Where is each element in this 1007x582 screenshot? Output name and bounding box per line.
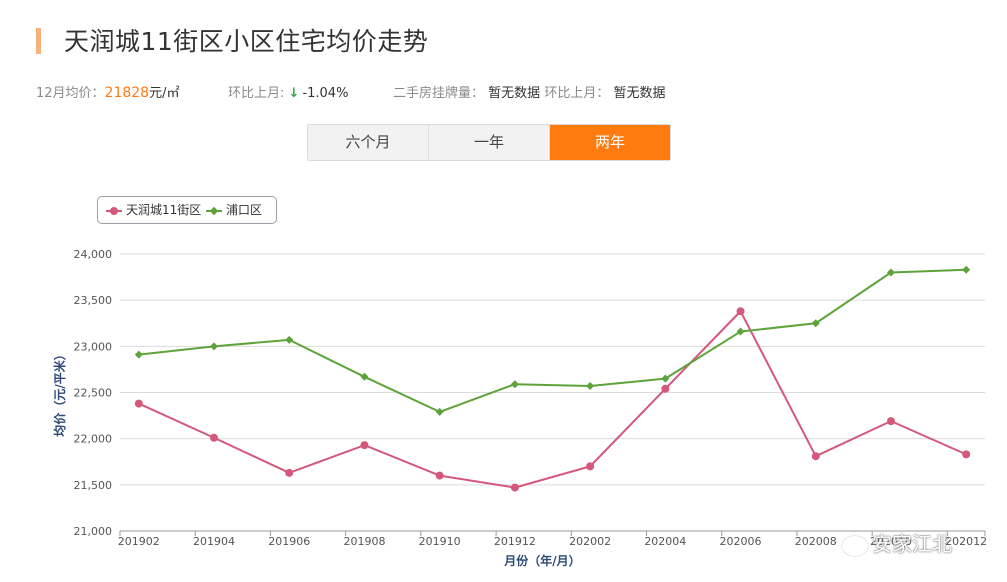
legend-item-series-2[interactable]: 浦口区	[206, 197, 262, 223]
tab-six-months[interactable]: 六个月	[308, 125, 429, 160]
legend-item-series-1[interactable]: 天润城11街区	[106, 197, 201, 223]
legend-label-series-1: 天润城11街区	[126, 203, 202, 217]
data-point-series-2	[811, 319, 820, 328]
x-tick-label: 201902	[118, 535, 160, 548]
page-title: 天润城11街区小区住宅均价走势	[64, 27, 429, 56]
tab-two-years[interactable]: 两年	[550, 125, 670, 160]
data-point-series-1	[210, 433, 219, 442]
tab-one-year[interactable]: 一年	[429, 125, 550, 160]
avg-price-value: 21828	[104, 85, 150, 101]
down-arrow-icon: ↓	[288, 86, 300, 101]
x-tick-label: 201904	[193, 535, 235, 548]
listing-stat: 二手房挂牌量： 暂无数据 环比上月： 暂无数据	[393, 82, 665, 101]
x-tick-label: 202010	[870, 535, 912, 548]
y-tick-label: 23,000	[74, 340, 113, 353]
data-point-series-2	[360, 372, 369, 381]
data-point-series-1	[962, 450, 971, 459]
data-point-series-2	[210, 342, 219, 351]
legend-label-series-2: 浦口区	[226, 203, 263, 217]
y-tick-label: 23,500	[74, 294, 113, 307]
y-tick-label: 22,500	[74, 387, 113, 400]
data-point-series-1	[736, 307, 745, 316]
x-tick-label: 202006	[720, 535, 762, 548]
x-axis-label: 月份（年/月）	[503, 553, 580, 568]
data-point-series-1	[510, 483, 519, 492]
x-tick-label: 201908	[343, 535, 385, 548]
stats-row: 12月均价：21828元/㎡ 环比上月: ↓ -1.04% 二手房挂牌量： 暂无数…	[36, 82, 996, 102]
data-point-series-2	[134, 350, 143, 359]
data-point-series-2	[435, 407, 444, 416]
y-tick-label: 21,500	[74, 479, 113, 492]
avg-price-unit: 元/㎡	[149, 86, 180, 101]
listing-label: 二手房挂牌量：	[393, 86, 485, 101]
circle-marker-icon	[106, 206, 122, 215]
series-line-1	[138, 310, 967, 489]
data-point-series-2	[962, 265, 971, 274]
y-tick-label: 21,000	[74, 525, 113, 538]
x-tick-label: 202004	[644, 535, 686, 548]
data-point-series-1	[811, 452, 820, 461]
diamond-marker-icon	[206, 206, 222, 215]
data-point-series-1	[886, 417, 895, 426]
title-accent-bar	[36, 28, 41, 54]
data-point-series-2	[736, 327, 745, 336]
period-tabs: 六个月 一年 两年	[307, 124, 671, 161]
y-axis-label: 均价（元/平米）	[52, 348, 67, 436]
x-tick-label: 202008	[795, 535, 837, 548]
listing-value: 暂无数据	[488, 86, 541, 101]
mom-value: -1.04%	[302, 86, 349, 101]
watermark: 安家江北	[842, 528, 952, 557]
data-point-series-2	[285, 335, 294, 344]
data-point-series-1	[586, 462, 595, 471]
x-tick-label: 201906	[268, 535, 310, 548]
watermark-text: 安家江北	[872, 532, 952, 556]
wechat-icon	[842, 535, 868, 556]
mom-stat: 环比上月: ↓ -1.04%	[228, 82, 348, 101]
data-point-series-1	[285, 468, 294, 477]
data-point-series-1	[435, 471, 444, 480]
data-point-series-2	[886, 268, 895, 277]
x-tick-label: 201910	[419, 535, 461, 548]
series-line-2	[138, 268, 967, 413]
x-tick-label: 202012	[945, 535, 987, 548]
data-point-series-1	[661, 384, 670, 393]
data-point-series-1	[134, 399, 143, 408]
data-point-series-2	[661, 374, 670, 383]
avg-price-label: 12月均价：	[36, 86, 105, 101]
mom-label: 环比上月:	[228, 86, 285, 101]
x-tick-label: 202002	[569, 535, 611, 548]
chart-legend: 天润城11街区 浦口区	[97, 196, 277, 224]
listing-mom-label: 环比上月：	[544, 86, 610, 101]
y-tick-label: 24,000	[74, 248, 113, 261]
avg-price-stat: 12月均价：21828元/㎡	[36, 82, 179, 101]
y-tick-label: 22,000	[74, 433, 113, 446]
x-tick-label: 201912	[494, 535, 536, 548]
listing-mom-value: 暂无数据	[613, 86, 666, 101]
data-point-series-2	[510, 380, 519, 389]
data-point-series-1	[360, 441, 369, 450]
data-point-series-2	[586, 382, 595, 391]
